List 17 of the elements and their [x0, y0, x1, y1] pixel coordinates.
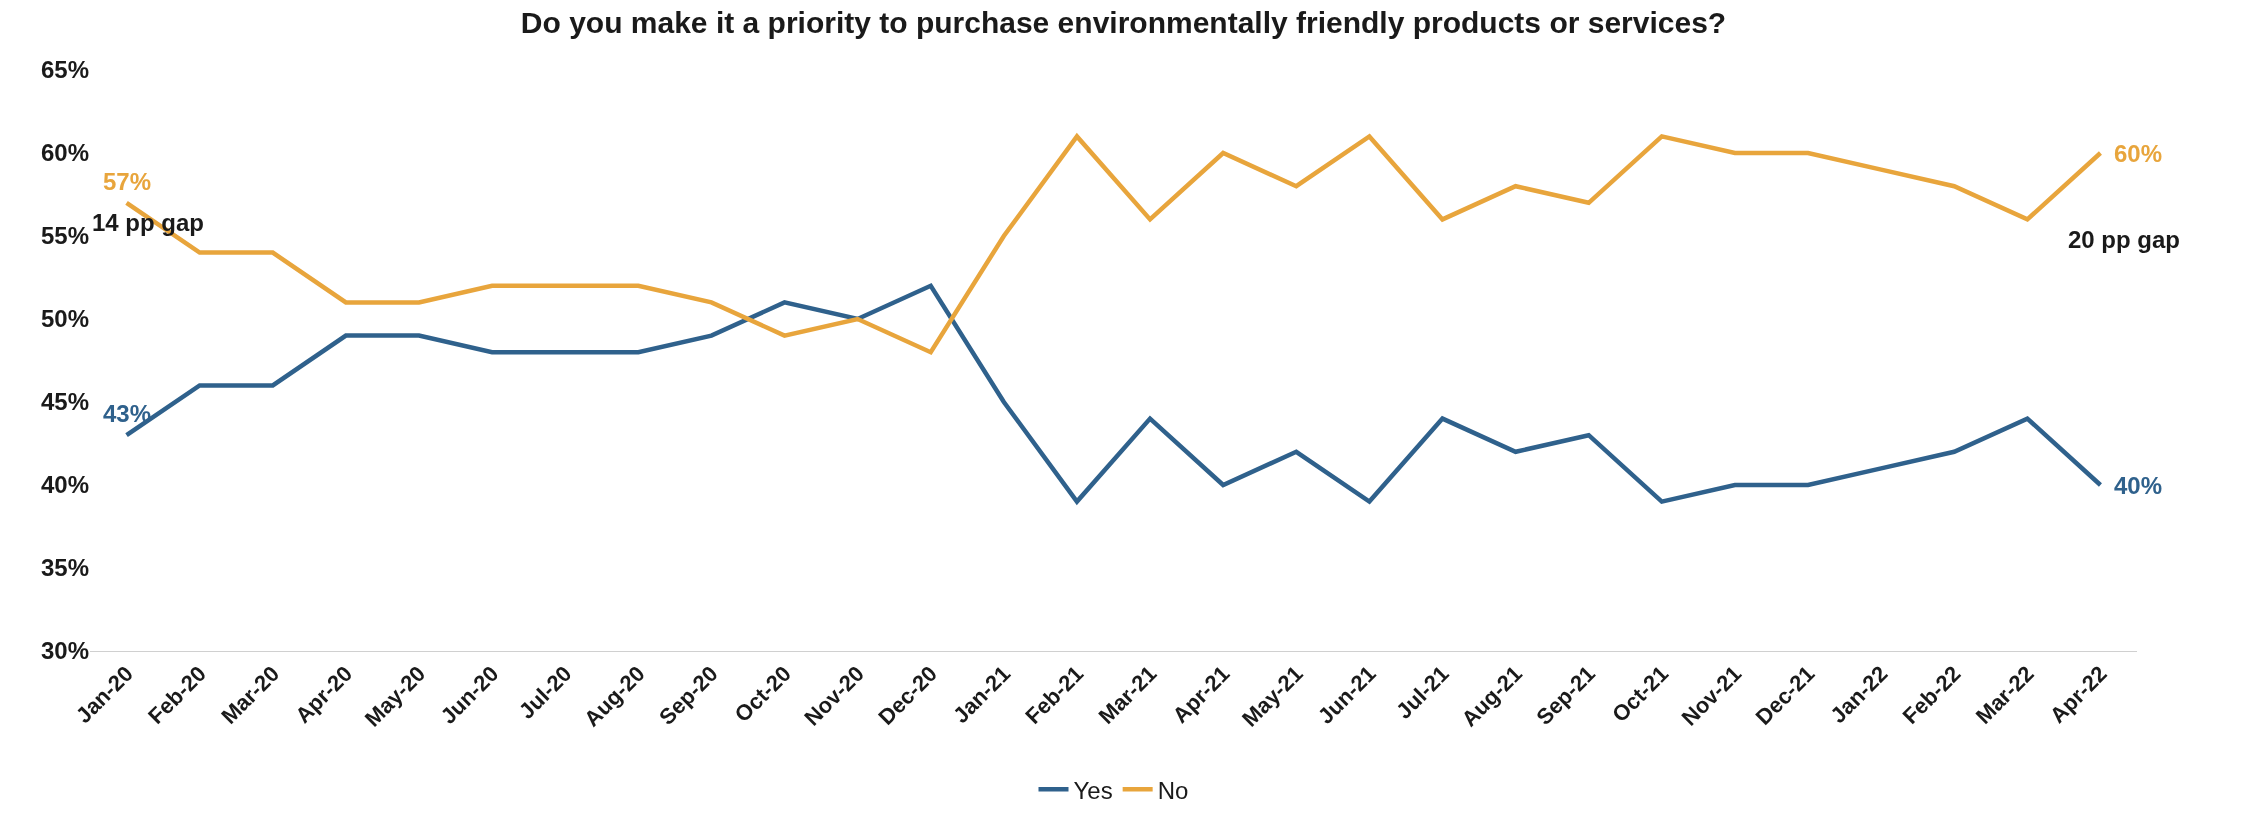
y-tick-label: 35%: [40, 554, 89, 582]
chart-title: Do you make it a priority to purchase environmentally friendly products or services?: [520, 6, 1727, 40]
legend-label: Yes: [1073, 776, 1113, 804]
y-tick-label: 45%: [40, 388, 89, 416]
y-tick-label: 40%: [40, 471, 89, 499]
annotation: 14 pp gap: [92, 209, 205, 236]
data-label: 40%: [2114, 472, 2163, 499]
y-tick-label: 65%: [40, 56, 89, 84]
y-tick-label: 55%: [40, 222, 89, 250]
data-label: 57%: [103, 168, 152, 195]
y-tick-label: 50%: [40, 305, 89, 333]
y-tick-label: 60%: [40, 139, 89, 167]
annotation: 20 pp gap: [2068, 226, 2181, 253]
legend-label: No: [1157, 776, 1189, 804]
data-label: 43%: [103, 400, 152, 427]
y-tick-label: 30%: [40, 637, 89, 665]
data-label: 60%: [2114, 140, 2163, 167]
